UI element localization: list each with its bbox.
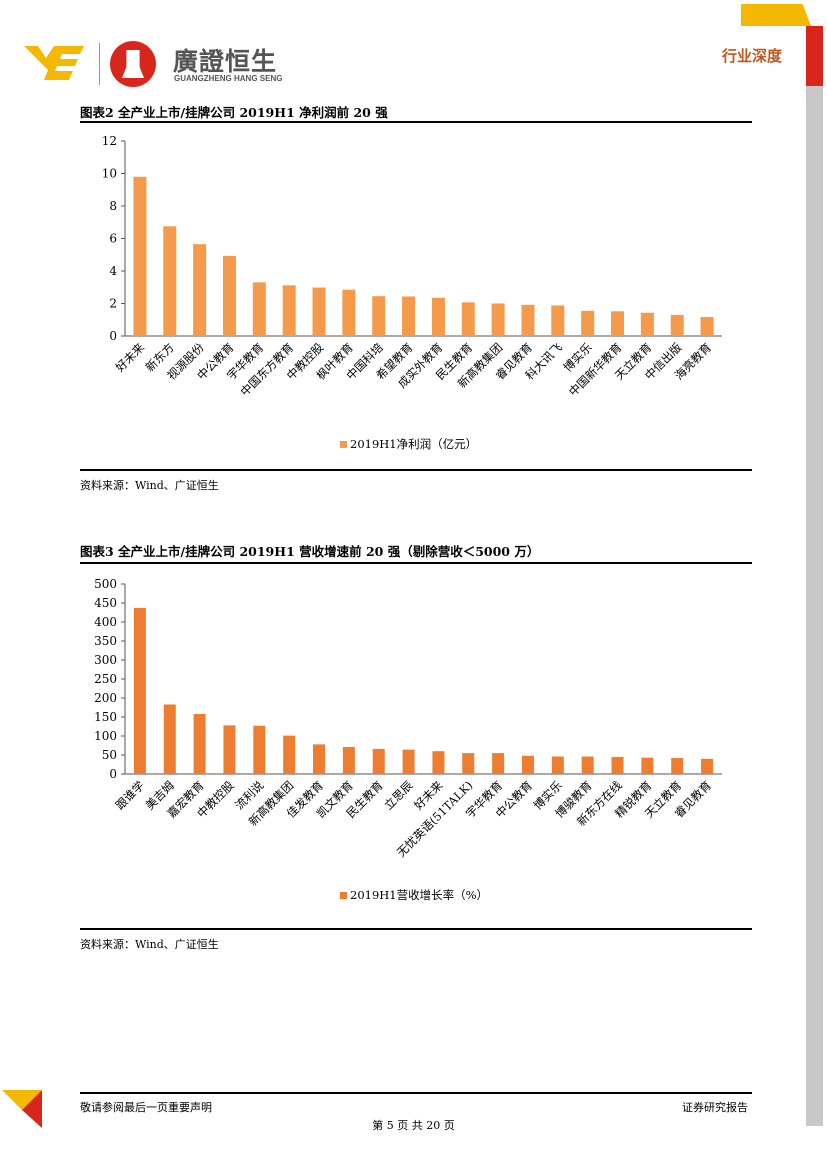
bar [551,756,564,774]
logo-divider [99,43,100,85]
chart-revenue-growth: 050100150200250300350400450500跟谁学美吉姆嘉宏教育… [94,577,722,902]
bar [342,747,355,774]
bar [462,753,475,774]
bar [521,304,535,336]
page-number: 第 5 页 共 20 页 [372,1119,455,1132]
y-tick-label: 6 [109,232,117,246]
y-tick-label: 50 [102,748,117,762]
y-tick-label: 300 [94,653,117,667]
bar [581,310,595,336]
legend-swatch [340,441,347,448]
bar [283,735,296,774]
logo-ye-icon [24,44,86,82]
figure3-source: 资料来源：Wind、广证恒生 [80,938,219,951]
figure3-top-rule [80,562,752,564]
bar [312,287,326,336]
bar [372,296,386,336]
y-tick-label: 0 [109,329,117,343]
footer-rule [80,1092,752,1094]
brand-name-cn: 廣證恒生 [173,47,278,76]
y-tick-label: 10 [102,167,117,181]
bar [431,297,445,336]
side-gray-bar [806,86,823,1126]
bar [282,285,296,336]
section-tag: 行业深度 [722,47,783,65]
bar [313,744,326,774]
bar [670,314,684,336]
bar [640,312,654,336]
bar [551,305,565,336]
y-tick-label: 4 [109,264,117,278]
footer-corner-icon [2,1088,42,1128]
bar [163,226,177,336]
bar [432,751,445,774]
y-tick-label: 400 [94,615,117,629]
y-tick-label: 8 [109,199,117,213]
bar [402,749,415,774]
bar [163,704,176,774]
bar [701,758,714,774]
figure2-bottom-rule [80,469,752,471]
bar [700,316,714,336]
bar [671,758,684,774]
bar [252,282,266,336]
y-tick-label: 2 [109,297,117,311]
x-tick-label: 好未来 [113,340,148,375]
bar [492,753,505,774]
bar [611,311,625,336]
y-tick-label: 100 [94,729,117,743]
y-tick-label: 150 [94,710,117,724]
brand-name-en: GUANGZHENG HANG SENG [174,74,283,83]
y-tick-label: 0 [109,767,117,781]
bar [193,713,206,774]
y-tick-label: 450 [94,596,117,610]
y-tick-label: 350 [94,634,117,648]
figure3-title: 图表3 全产业上市/挂牌公司 2019H1 营收增速前 20 强（剔除营收＜50… [80,544,540,559]
bar [253,725,266,774]
bar [402,296,416,336]
x-tick-label: 跟谁学 [113,778,147,812]
figure3-bottom-rule [80,928,752,930]
y-tick-label: 200 [94,691,117,705]
bar [581,756,594,774]
legend-swatch [340,892,347,899]
footer-report-type: 证券研究报告 [682,1101,748,1114]
logo-seal-icon [110,41,156,87]
bar [223,725,236,774]
bar [491,303,505,336]
bar [133,607,146,774]
bar [521,755,534,774]
bar [641,757,654,774]
bar [461,302,475,336]
x-tick-label: 立思辰 [381,778,416,813]
chart-net-profit: 024681012好未来新东方视源股份中公教育宇华教育中国东方教育中教控股枫叶教… [102,134,722,451]
bar [342,289,356,336]
legend-label: 2019H1净利润（亿元） [350,437,477,451]
figure2-source: 资料来源：Wind、广证恒生 [80,479,219,492]
side-red-bar [806,26,823,86]
bar [133,176,147,336]
bar [372,748,385,774]
figure2-title: 图表2 全产业上市/挂牌公司 2019H1 净利润前 20 强 [80,105,388,120]
bar [611,756,624,774]
figure2-top-rule [80,121,752,123]
footer-disclaimer: 敬请参阅最后一页重要声明 [80,1101,212,1114]
legend-label: 2019H1营收增长率（%） [350,888,488,902]
bar [222,255,236,336]
y-tick-label: 250 [94,672,117,686]
y-tick-label: 500 [94,577,117,591]
y-tick-label: 12 [102,134,117,148]
bar [193,244,207,336]
corner-yellow-tab [741,4,811,26]
